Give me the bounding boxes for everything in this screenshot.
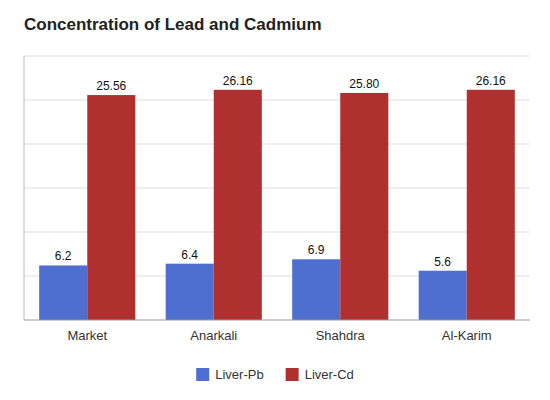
bar bbox=[214, 90, 262, 320]
title: Concentration of Lead and Cadmium bbox=[24, 15, 322, 34]
data-label: 6.4 bbox=[181, 248, 198, 262]
x-axis-line bbox=[24, 320, 530, 321]
grid-line bbox=[24, 56, 530, 57]
legend: Liver-Pb Liver-Cd bbox=[196, 367, 354, 382]
data-labels: 6.2 6.4 6.9 5.6 25.56 26.16 25.80 26.16 bbox=[55, 74, 506, 269]
bar bbox=[467, 90, 515, 320]
data-label: 25.80 bbox=[349, 77, 379, 91]
data-label: 26.16 bbox=[223, 74, 253, 88]
data-label: 26.16 bbox=[476, 74, 506, 88]
legend-item: Liver-Cd bbox=[286, 367, 354, 382]
bars bbox=[39, 90, 515, 320]
data-label: 25.56 bbox=[96, 79, 126, 93]
chart: Concentration of Lead and Cadmium6.26.46… bbox=[0, 0, 550, 400]
bar bbox=[87, 95, 135, 320]
data-label: 6.9 bbox=[308, 243, 325, 257]
bar bbox=[39, 265, 87, 320]
bar bbox=[340, 93, 388, 320]
legend-swatch bbox=[286, 368, 299, 381]
x-tick-label: Market bbox=[67, 328, 107, 343]
y-axis-line bbox=[24, 56, 25, 320]
x-tick-label: Al-Karim bbox=[442, 328, 492, 343]
bar bbox=[166, 264, 214, 320]
x-tick-label: Shahdra bbox=[316, 328, 366, 343]
legend-swatch bbox=[196, 368, 209, 381]
legend-item: Liver-Pb bbox=[196, 367, 263, 382]
bar bbox=[419, 271, 467, 320]
x-tick-label: Anarkali bbox=[190, 328, 237, 343]
data-label: 5.6 bbox=[434, 255, 451, 269]
bar bbox=[292, 259, 340, 320]
legend-label: Liver-Cd bbox=[305, 367, 354, 382]
data-label: 6.2 bbox=[55, 249, 72, 263]
legend-label: Liver-Pb bbox=[215, 367, 263, 382]
